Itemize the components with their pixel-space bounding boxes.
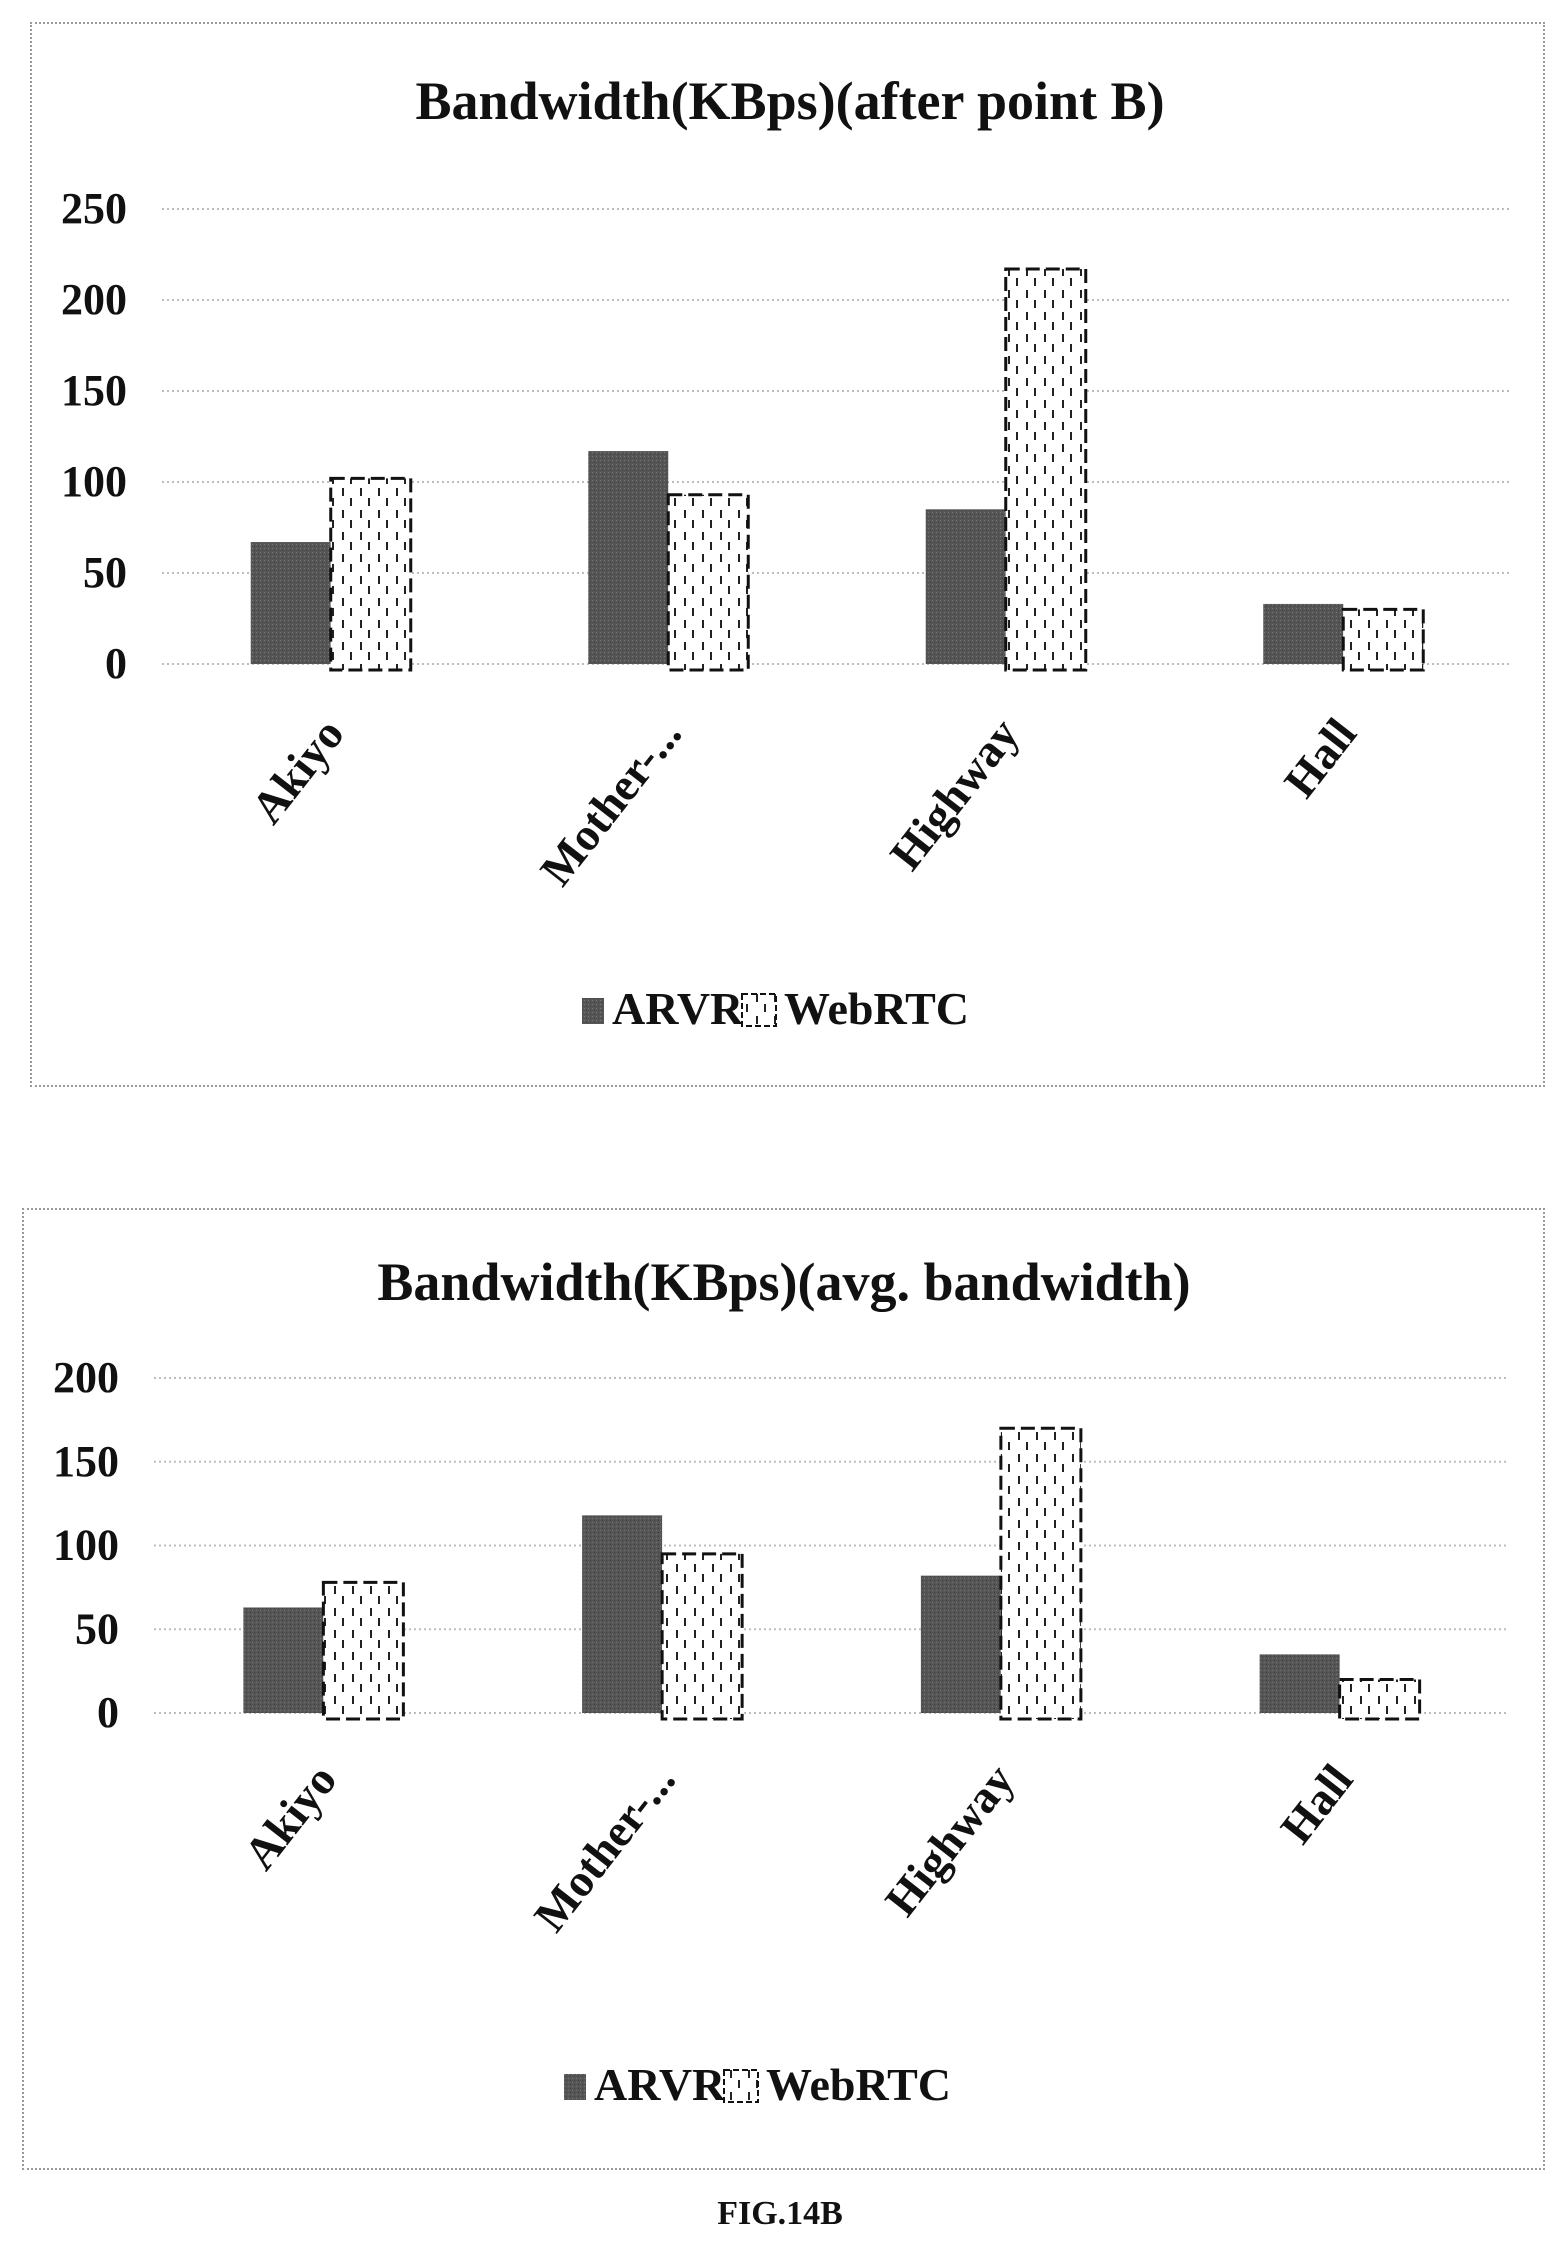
legend-label-webrtc: WebRTC (784, 983, 969, 1034)
bar-webrtc-3 (1341, 607, 1425, 672)
bar-arvr-2 (925, 509, 1006, 664)
chart-title: Bandwidth(KBps)(after point B) (415, 71, 1164, 131)
bar-arvr-0 (250, 542, 331, 664)
y-tick-label: 250 (61, 184, 127, 233)
chart-title: Bandwidth(KBps)(avg. bandwidth) (377, 1252, 1190, 1312)
bar-webrtc-2 (1004, 267, 1088, 672)
y-tick-label: 200 (61, 275, 127, 324)
y-tick-label: 50 (83, 548, 127, 597)
y-tick-label: 100 (61, 457, 127, 506)
y-tick-label: 0 (105, 639, 127, 688)
legend-swatch-arvr (582, 998, 604, 1024)
x-tick-label: Akiyo (234, 1755, 347, 1879)
chart-panel-after-point-b: Bandwidth(KBps)(after point B) 0 50 100 150 2… (30, 22, 1545, 1087)
x-tick-label: Highway (875, 1755, 1024, 1925)
bar-webrtc-1 (666, 493, 750, 672)
bar-arvr-3 (1259, 1654, 1340, 1713)
x-tick-label: Mother-... (530, 709, 691, 895)
legend-label-webrtc: WebRTC (766, 2059, 951, 2110)
legend: ARVR WebRTC (582, 983, 969, 1034)
bar-arvr-2 (920, 1575, 1001, 1713)
x-tick-label: Akiyo (241, 709, 354, 833)
bar-webrtc-0 (329, 476, 413, 672)
y-tick-label: 200 (53, 1353, 119, 1402)
bar-arvr-1 (588, 451, 669, 664)
chart-panel-avg-bandwidth: Bandwidth(KBps)(avg. bandwidth) 0 50 100 150… (22, 1208, 1545, 2170)
y-tick-label: 50 (75, 1604, 119, 1653)
figure-caption: FIG.14B (717, 2195, 843, 2232)
legend-swatch-webrtc (741, 993, 777, 1027)
x-tick-label: Highway (880, 709, 1029, 879)
y-tick-label: 0 (97, 1688, 119, 1737)
bar-arvr-0 (243, 1607, 324, 1713)
bar-arvr-3 (1263, 603, 1344, 664)
bar-arvr-1 (582, 1515, 663, 1713)
chart-avg-bandwidth: Bandwidth(KBps)(avg. bandwidth) 0 50 100 150… (53, 1252, 1509, 2110)
bar-webrtc-2 (999, 1426, 1083, 1721)
chart-after-point-b: Bandwidth(KBps)(after point B) 0 50 100 150 2… (61, 71, 1512, 1034)
legend-label-arvr: ARVR (594, 2059, 726, 2110)
x-tick-label: Hall (1270, 1755, 1362, 1853)
y-tick-label: 150 (53, 1437, 119, 1486)
y-tick-label: 150 (61, 366, 127, 415)
legend-swatch-webrtc (723, 2069, 759, 2103)
y-tick-label: 100 (53, 1521, 119, 1570)
x-tick-label: Hall (1274, 709, 1366, 807)
x-tick-label: Mother-... (524, 1755, 685, 1941)
legend: ARVR WebRTC (564, 2059, 951, 2110)
legend-label-arvr: ARVR (612, 983, 744, 1034)
bar-webrtc-3 (1338, 1678, 1422, 1721)
legend-swatch-arvr (564, 2074, 586, 2100)
bar-webrtc-1 (660, 1552, 744, 1721)
bar-webrtc-0 (321, 1580, 405, 1721)
